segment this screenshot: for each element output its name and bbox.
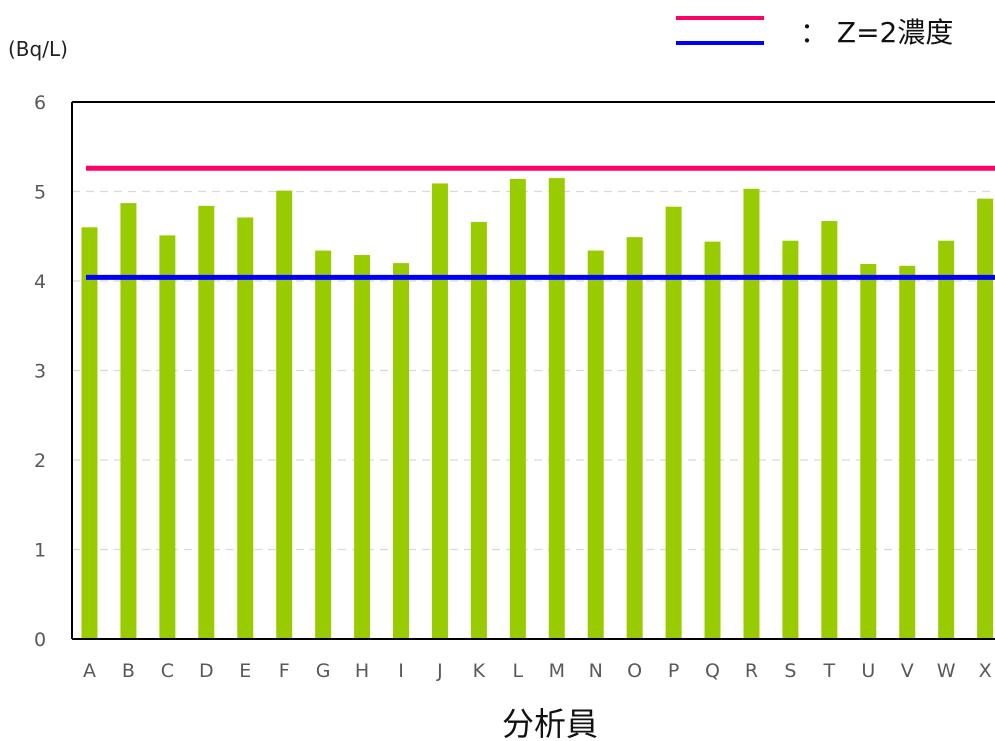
bar-H	[354, 255, 371, 640]
legend: ： Z=2濃度	[676, 16, 953, 49]
bar-W	[938, 240, 955, 639]
x-tick-label-X: X	[979, 660, 992, 682]
bar-G	[315, 250, 332, 639]
x-tick-label-S: S	[784, 660, 796, 682]
bar-P	[665, 206, 682, 639]
x-tick-label-F: F	[279, 660, 290, 682]
y-tick-label-1: 1	[34, 540, 46, 562]
x-tick-label-R: R	[745, 660, 758, 682]
x-tick-label-Q: Q	[705, 660, 720, 682]
x-tick-label-G: G	[316, 660, 331, 682]
y-tick-label-6: 6	[34, 92, 46, 114]
bar-E	[237, 217, 254, 639]
x-tick-label-W: W	[937, 660, 956, 682]
y-tick-labels: 0 1 2 3 4 5 6	[34, 92, 46, 651]
bar-D	[198, 205, 215, 639]
bar-C	[159, 235, 176, 640]
bars	[81, 178, 994, 640]
x-tick-label-O: O	[627, 660, 642, 682]
x-tick-label-V: V	[901, 660, 914, 682]
y-tick-label-5: 5	[34, 182, 46, 204]
x-tick-label-B: B	[122, 660, 135, 682]
y-tick-label-4: 4	[34, 271, 46, 293]
bar-T	[821, 221, 838, 639]
x-tick-label-H: H	[355, 660, 369, 682]
x-tick-label-E: E	[239, 660, 251, 682]
x-tick-label-L: L	[513, 660, 524, 682]
reference-lines	[86, 165, 995, 280]
x-tick-label-K: K	[473, 660, 486, 682]
y-axis-unit-label: (Bq/L)	[8, 37, 68, 61]
legend-label: ： Z=2濃度	[800, 16, 953, 49]
x-tick-labels: A B C D E F G H I J K L M N O P Q R S T U V W X	[83, 660, 992, 682]
x-tick-label-T: T	[823, 660, 836, 682]
bar-S	[782, 240, 799, 639]
x-axis-label: 分析員	[502, 705, 598, 741]
bar-B	[120, 203, 137, 639]
y-tick-label-0: 0	[34, 629, 46, 651]
bar-V	[899, 265, 916, 639]
axes	[71, 101, 995, 640]
x-tick-label-J: J	[436, 660, 443, 682]
x-tick-label-D: D	[199, 660, 214, 682]
bar-K	[470, 221, 487, 639]
x-tick-label-N: N	[589, 660, 603, 682]
bar-J	[431, 183, 448, 639]
y-tick-label-2: 2	[34, 450, 46, 472]
bar-U	[860, 263, 877, 639]
bar-M	[548, 178, 565, 639]
x-tick-label-M: M	[549, 660, 565, 682]
x-tick-label-I: I	[398, 660, 404, 682]
x-tick-label-C: C	[161, 660, 174, 682]
bar-O	[626, 237, 643, 639]
bar-A	[81, 227, 98, 640]
bar-F	[276, 190, 293, 640]
bar-Q	[704, 241, 721, 639]
y-tick-label-3: 3	[34, 361, 46, 383]
bar-R	[743, 188, 760, 639]
bar-L	[509, 178, 526, 639]
x-tick-label-A: A	[83, 660, 96, 682]
bar-X	[977, 198, 994, 639]
bar-N	[587, 250, 604, 639]
x-tick-label-U: U	[861, 660, 875, 682]
bar-I	[393, 263, 410, 639]
x-tick-label-P: P	[668, 660, 679, 682]
